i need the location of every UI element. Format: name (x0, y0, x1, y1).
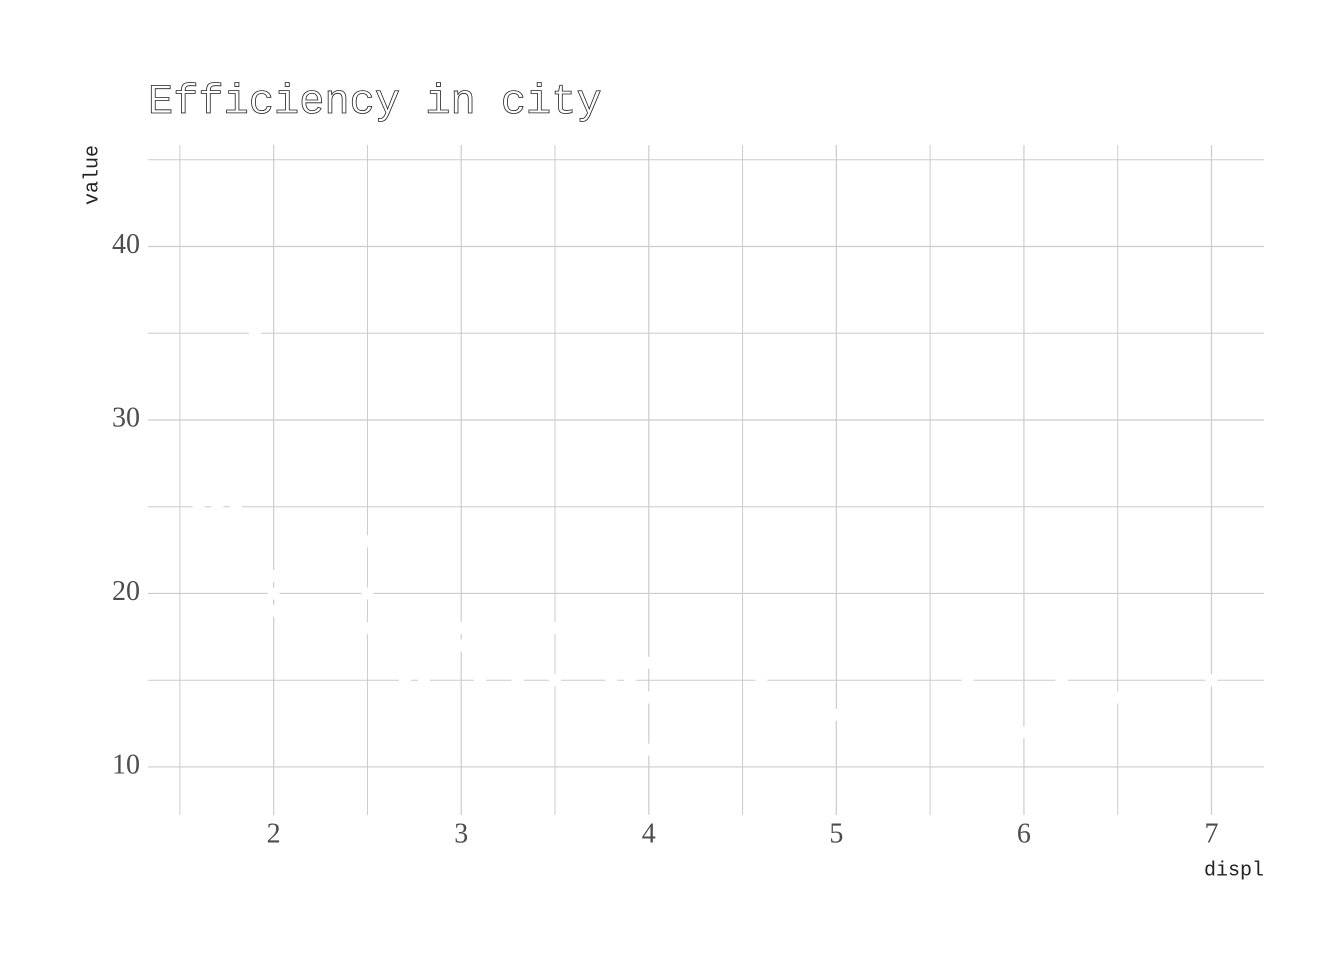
point (624, 674, 637, 687)
x-tick-label: 6 (1017, 818, 1031, 849)
point (473, 674, 486, 687)
point (211, 500, 224, 513)
point (642, 691, 655, 704)
point (961, 674, 974, 687)
y-axis-label: value (81, 145, 104, 205)
x-tick-label: 7 (1204, 818, 1218, 849)
x-axis-label: displ (1204, 859, 1264, 882)
x-tick-label: 3 (454, 818, 468, 849)
x-tick-label: 4 (642, 818, 656, 849)
point (511, 674, 524, 687)
chart-title: Efficiency in city (148, 78, 602, 126)
x-tick-label: 5 (829, 818, 843, 849)
point (361, 587, 374, 600)
point (361, 622, 374, 635)
y-tick-label: 30 (112, 402, 140, 433)
point (755, 674, 768, 687)
y-tick-label: 20 (112, 576, 140, 607)
point (192, 500, 205, 513)
point (267, 604, 280, 617)
point (267, 587, 280, 600)
point (455, 622, 468, 635)
point (1205, 674, 1218, 687)
point (230, 500, 243, 513)
point (549, 674, 562, 687)
point (1055, 674, 1068, 687)
point (417, 674, 430, 687)
y-tick-label: 10 (112, 749, 140, 780)
point (642, 743, 655, 756)
point (1017, 726, 1030, 739)
point (642, 656, 655, 669)
point (267, 570, 280, 583)
point (605, 674, 618, 687)
point (398, 674, 411, 687)
point (1111, 691, 1124, 704)
point (549, 622, 562, 635)
x-tick-label: 2 (267, 818, 281, 849)
point (830, 708, 843, 721)
point (361, 535, 374, 548)
point (248, 327, 261, 340)
y-tick-label: 40 (112, 229, 140, 260)
point (455, 639, 468, 652)
